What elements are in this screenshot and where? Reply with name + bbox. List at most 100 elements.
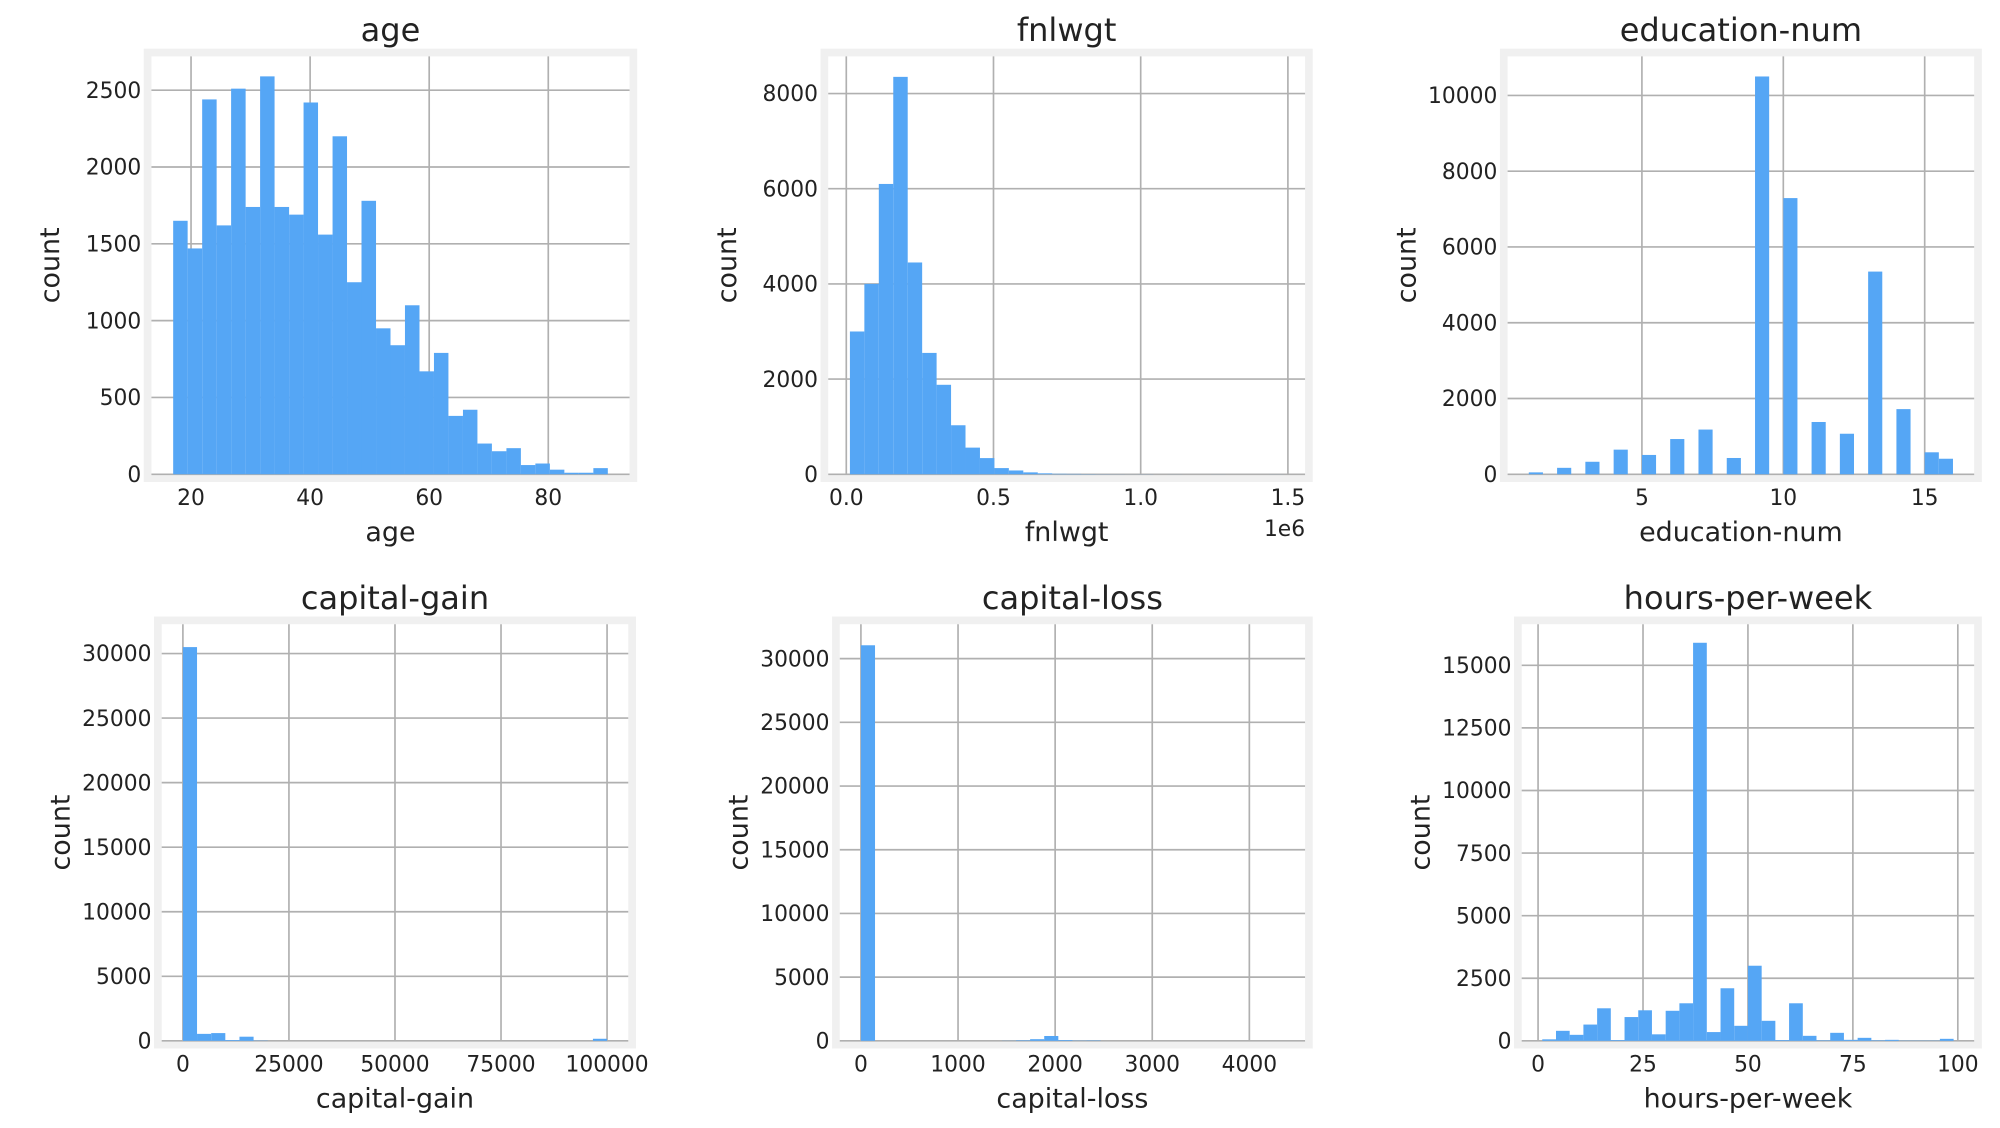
y-tick-label: 0 <box>1498 1030 1512 1055</box>
bar <box>520 465 536 475</box>
y-tick-label: 4000 <box>763 273 818 298</box>
x-axis-label: capital-gain <box>316 1083 474 1114</box>
y-tick-label: 30000 <box>760 647 829 672</box>
bar <box>592 1038 608 1041</box>
y-tick-label: 15000 <box>82 836 151 861</box>
bar <box>1938 458 1953 475</box>
x-axis-label: fnlwgt <box>1025 517 1109 548</box>
bar <box>211 1033 226 1041</box>
bar <box>173 220 188 475</box>
x-offset-label: 1e6 <box>1264 517 1305 542</box>
y-tick-label: 15000 <box>760 838 829 863</box>
bar <box>979 458 995 475</box>
y-tick-label: 2000 <box>86 156 141 181</box>
bar <box>860 645 876 1041</box>
bar <box>1857 1037 1872 1041</box>
bar <box>1871 1040 1886 1041</box>
bar <box>1679 1003 1694 1041</box>
bar <box>1706 1032 1721 1041</box>
x-tick-label: 20 <box>177 486 205 511</box>
x-tick-label: 15 <box>1911 486 1939 511</box>
x-tick-label: 50000 <box>360 1053 429 1078</box>
bar <box>1939 1038 1954 1041</box>
bar <box>477 443 492 475</box>
y-tick-label: 10000 <box>82 900 151 925</box>
bar <box>347 282 362 475</box>
bar <box>1557 467 1572 475</box>
x-tick-label: 10 <box>1769 486 1797 511</box>
bar <box>578 472 594 475</box>
y-tick-label: 0 <box>1483 463 1497 488</box>
bar <box>922 352 937 475</box>
bar <box>994 468 1009 475</box>
x-axis-label: capital-loss <box>996 1083 1148 1114</box>
bar <box>1008 470 1024 475</box>
x-tick-label: 0.5 <box>976 486 1011 511</box>
bar <box>289 214 304 475</box>
bar <box>1037 473 1053 475</box>
x-tick-label: 0 <box>854 1053 868 1078</box>
bar <box>448 415 463 475</box>
bar <box>202 99 217 475</box>
bar <box>564 472 579 475</box>
bar <box>239 1036 254 1041</box>
plot-frame <box>1499 48 1982 482</box>
bar <box>303 102 319 475</box>
y-tick-label: 10000 <box>1442 779 1511 804</box>
y-tick-label: 0 <box>816 1030 830 1055</box>
x-tick-label: 1000 <box>930 1053 985 1078</box>
bar <box>1638 1010 1652 1041</box>
bar <box>419 371 434 475</box>
bar <box>390 345 405 475</box>
y-axis-label: count <box>712 227 743 303</box>
bar <box>332 136 348 475</box>
x-tick-label: 75000 <box>466 1053 535 1078</box>
bar <box>1830 1032 1844 1041</box>
bar <box>1802 1035 1817 1041</box>
bar <box>376 328 391 475</box>
y-tick-label: 1500 <box>86 233 141 258</box>
bar <box>231 88 246 475</box>
y-tick-label: 20000 <box>82 771 151 796</box>
chart-title: capital-loss <box>982 579 1163 617</box>
x-tick-label: 25 <box>1629 1053 1657 1078</box>
bar <box>878 183 894 475</box>
x-tick-label: 25000 <box>254 1053 323 1078</box>
x-tick-label: 2000 <box>1027 1053 1082 1078</box>
y-tick-label: 2500 <box>1456 967 1511 992</box>
x-tick-label: 80 <box>534 486 562 511</box>
bar <box>893 76 908 475</box>
x-tick-label: 40 <box>296 486 324 511</box>
x-tick-label: 100 <box>1937 1053 1979 1078</box>
bar <box>1775 1040 1790 1041</box>
bar <box>1789 1003 1803 1041</box>
bar <box>936 384 952 475</box>
bar <box>491 451 507 475</box>
bar <box>506 448 521 475</box>
bar <box>1030 1039 1045 1041</box>
bar <box>1726 457 1741 475</box>
bar <box>1624 1017 1639 1041</box>
bar <box>1924 452 1939 475</box>
bar <box>1698 429 1713 475</box>
bar <box>1670 439 1685 475</box>
bar <box>1811 421 1826 475</box>
x-tick-label: 100000 <box>565 1053 648 1078</box>
y-tick-label: 2000 <box>1442 387 1497 412</box>
bar <box>1016 1040 1031 1041</box>
x-tick-label: 0 <box>1531 1053 1545 1078</box>
bar <box>361 200 377 475</box>
bar <box>1839 433 1855 475</box>
x-tick-label: 1.5 <box>1271 486 1306 511</box>
bar <box>1896 409 1911 475</box>
x-tick-label: 0 <box>176 1053 190 1078</box>
bar <box>1885 1039 1899 1041</box>
y-axis-label: count <box>1391 227 1422 303</box>
y-tick-label: 2000 <box>763 368 818 393</box>
bar <box>951 425 966 475</box>
y-tick-label: 15000 <box>1442 654 1511 679</box>
bar <box>404 305 420 475</box>
y-axis-label: count <box>723 795 754 871</box>
bar <box>1613 449 1628 475</box>
